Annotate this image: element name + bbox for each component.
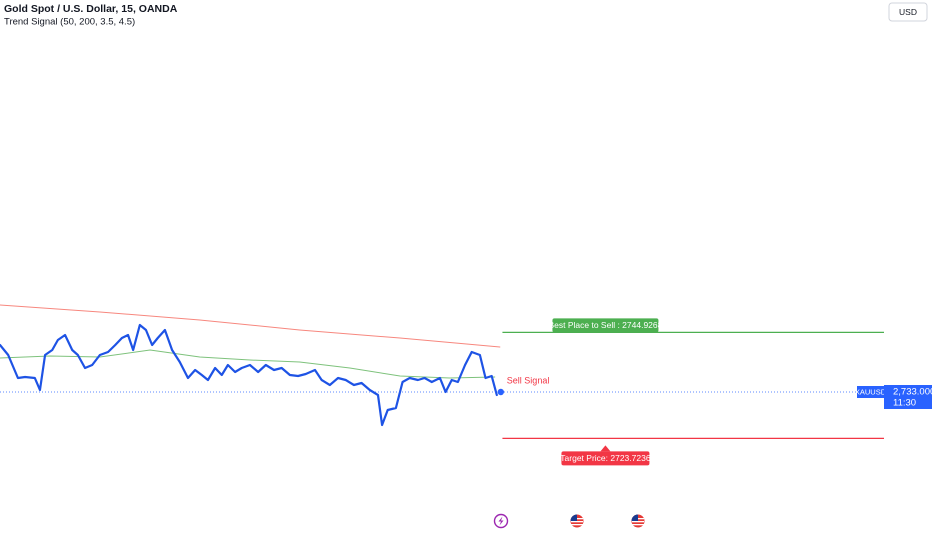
event-icon[interactable] bbox=[631, 514, 645, 528]
event-icon[interactable] bbox=[570, 514, 584, 528]
symbol-tag bbox=[857, 386, 884, 398]
plot: Best Place to Sell : 2744.9268 Target Pri… bbox=[0, 304, 884, 466]
price-line bbox=[0, 304, 501, 348]
countdown-label: 11:30 bbox=[893, 398, 916, 409]
level-label: Best Place to Sell : 2744.9268 bbox=[548, 320, 662, 330]
indicator-label: Trend Signal (50, 200, 3.5, 4.5) bbox=[4, 17, 135, 28]
last-price-label: 2,733.000 bbox=[893, 387, 932, 398]
price-line bbox=[0, 349, 496, 379]
chart-title: Gold Spot / U.S. Dollar, 15, OANDA bbox=[4, 3, 178, 15]
currency-button[interactable] bbox=[888, 2, 928, 22]
signal-label: Sell Signal bbox=[507, 375, 550, 385]
price-axis-panel bbox=[884, 0, 932, 550]
symbol-label: XAUUSD bbox=[855, 387, 887, 396]
event-icon[interactable] bbox=[493, 513, 509, 529]
level-label-box bbox=[561, 451, 650, 466]
price-line bbox=[0, 323, 498, 427]
time-axis-panel bbox=[0, 528, 884, 550]
level-label-box bbox=[552, 318, 659, 333]
level-label: Target Price: 2723.7236 bbox=[560, 453, 651, 463]
last-price-tag bbox=[884, 385, 932, 409]
currency-label[interactable]: USD bbox=[899, 7, 917, 17]
last-price-dot bbox=[497, 388, 505, 396]
label-pointer bbox=[600, 445, 611, 452]
